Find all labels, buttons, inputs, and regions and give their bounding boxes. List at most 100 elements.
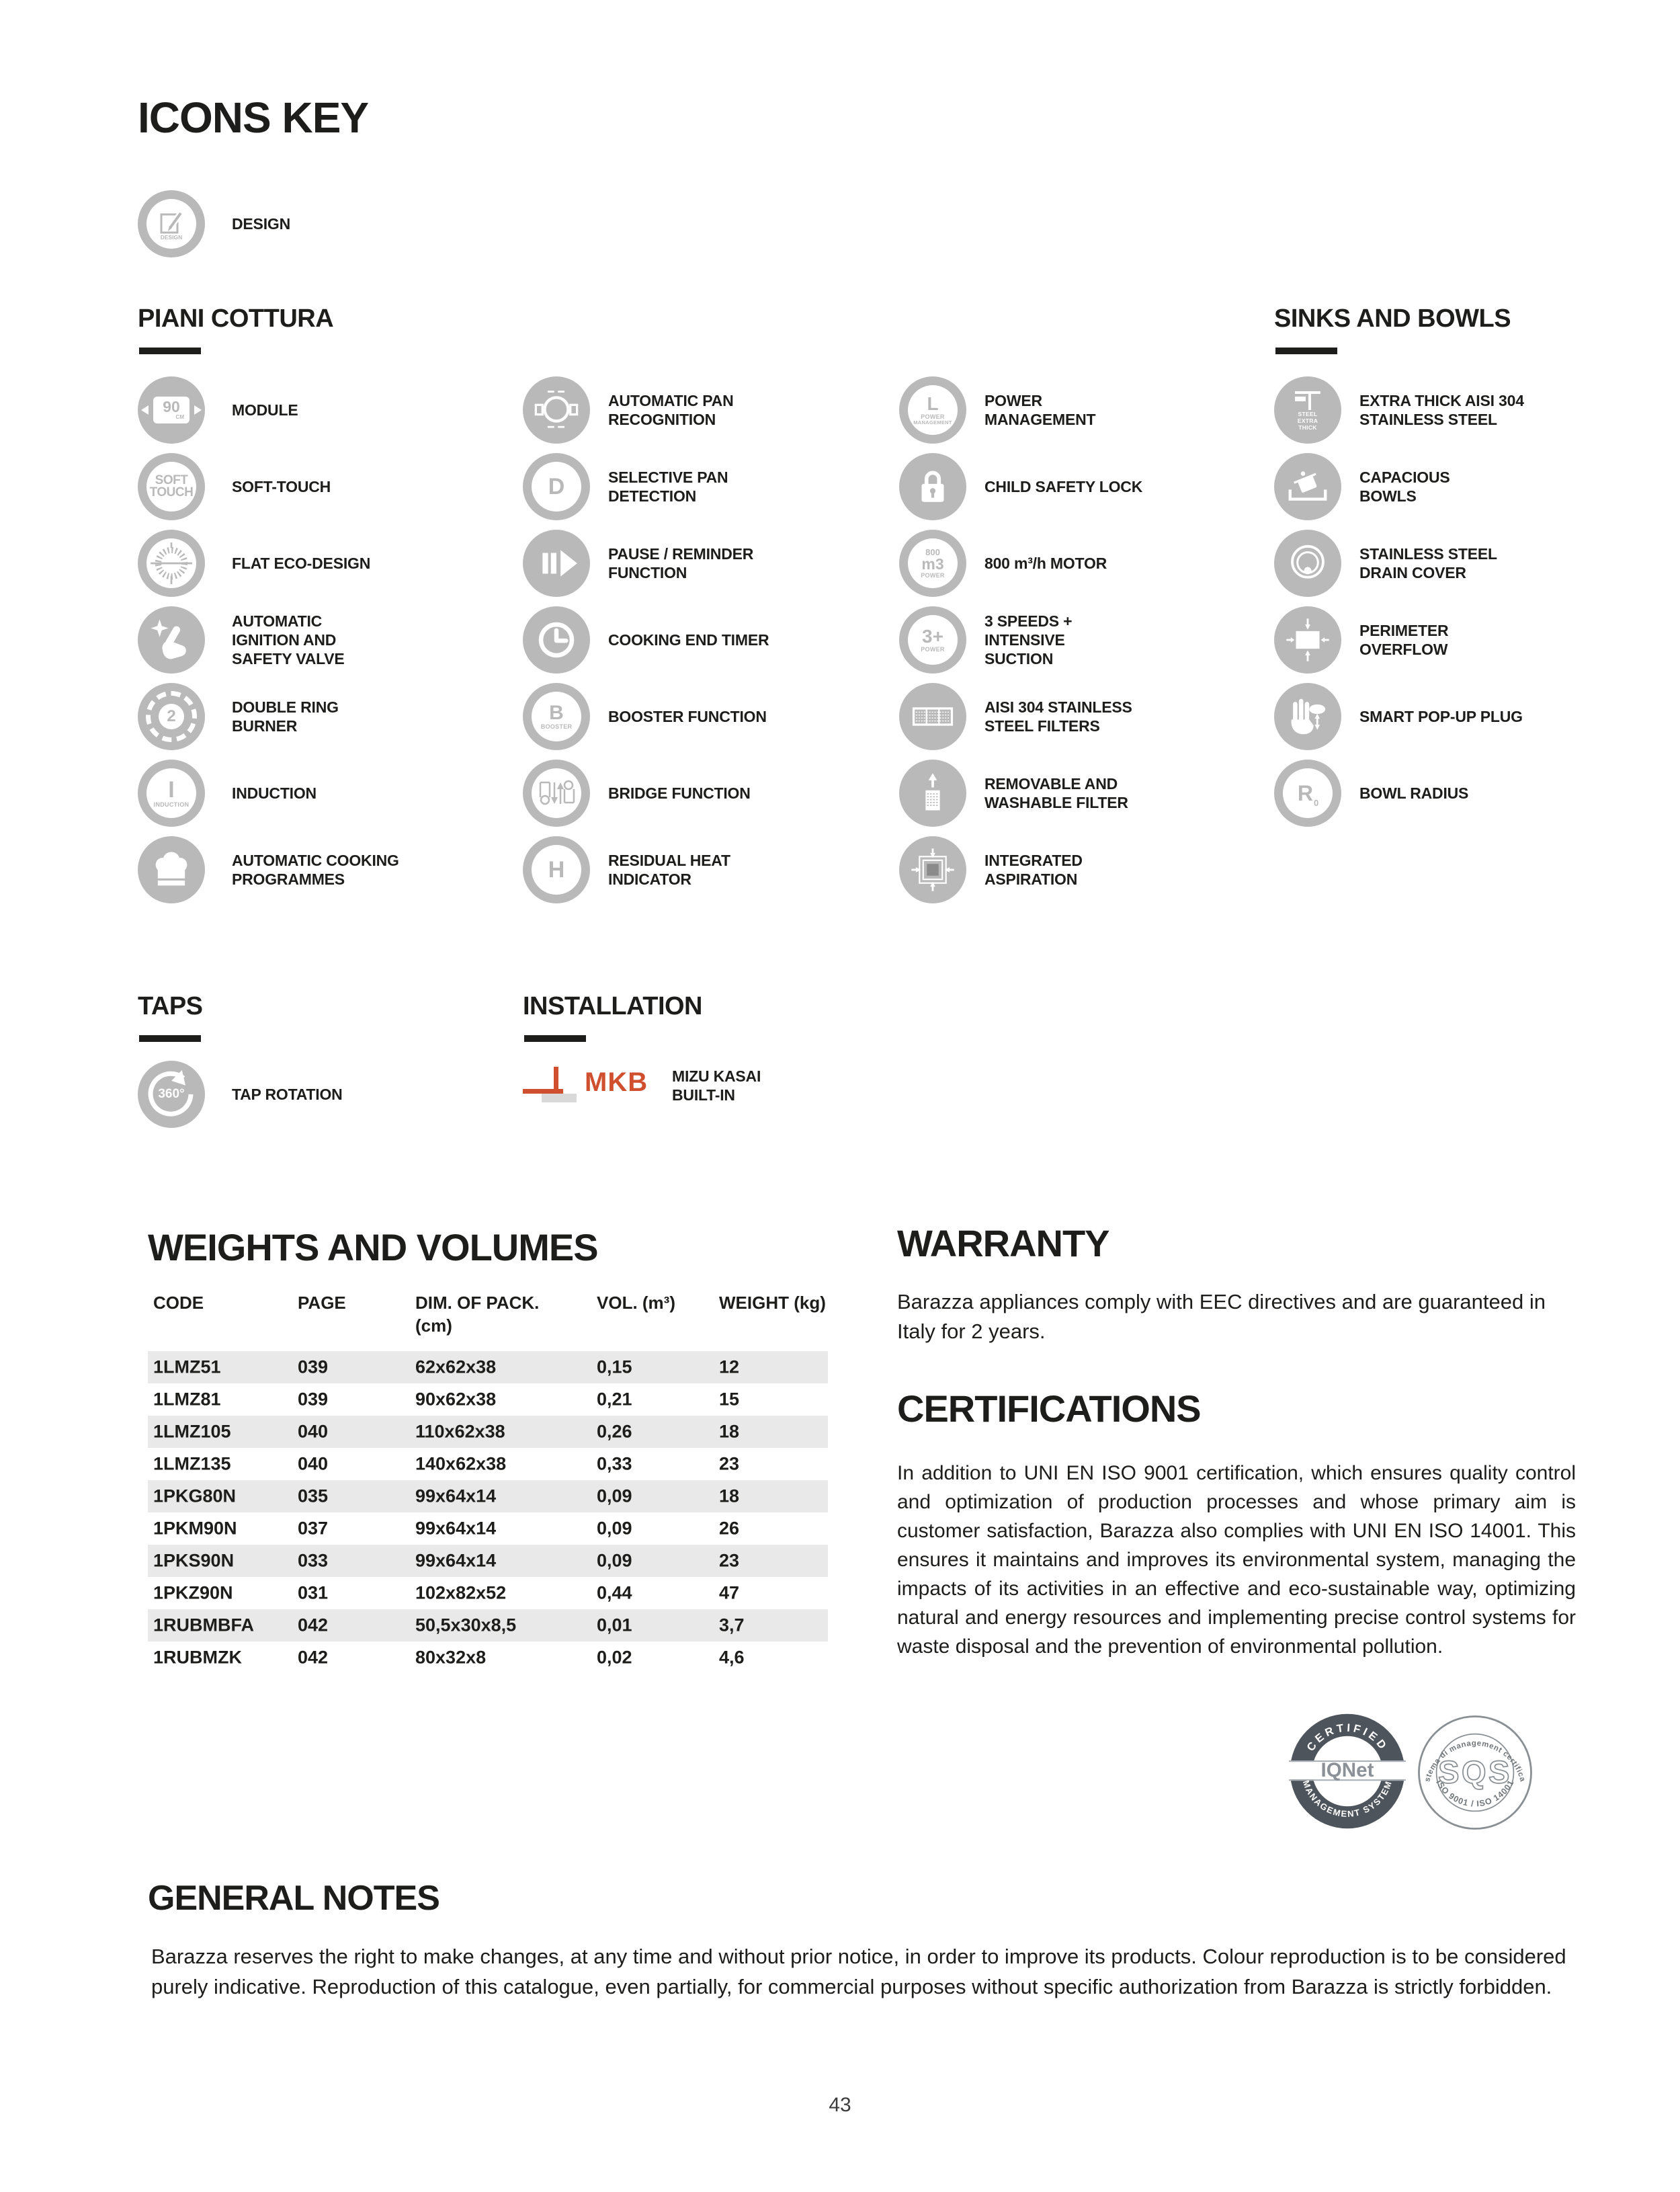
icon-label: BOWL RADIUS <box>1359 784 1469 802</box>
table-row: 1PKM90N 037 99x64x14 0,09 26 <box>153 1518 740 1539</box>
col-header-weight: WEIGHT (kg) <box>719 1293 826 1313</box>
filter-up-arrow-glyph <box>925 773 940 811</box>
table-row: 1RUBMZK 042 80x32x8 0,02 4,6 <box>153 1647 745 1668</box>
table-row: 1PKS90N 033 99x64x14 0,09 23 <box>148 1545 828 1577</box>
table-row: 1PKZ90N 031 102x82x52 0,44 47 <box>153 1582 740 1603</box>
residual-heat-icon: H <box>523 836 590 903</box>
icon-label: SMART POP-UP PLUG <box>1359 707 1523 725</box>
pause-reminder-icon <box>523 530 590 597</box>
general-notes-text: Barazza reserves the right to make chang… <box>151 1945 1566 1998</box>
general-notes-title: GENERAL NOTES <box>148 1879 440 1918</box>
table-row: 1LMZ135 040 140x62x38 0,33 23 <box>153 1453 740 1474</box>
table-row: 1LMZ81 039 90x62x38 0,21 15 <box>153 1389 740 1410</box>
icon-label: EXTRA THICK AISI 304 STAINLESS STEEL <box>1359 391 1524 428</box>
section-taps: TAPS <box>138 992 203 1020</box>
smart-popup-plug-icon <box>1274 683 1341 750</box>
hand-plug-glyph <box>1291 698 1326 735</box>
padlock-glyph <box>921 471 944 502</box>
pause-play-glyph <box>542 550 577 577</box>
icon-label: COOKING END TIMER <box>608 631 769 649</box>
iqnet-logo: CERTIFIED MANAGEMENT SYSTEM IQNet <box>1289 1711 1406 1832</box>
sqs-center-text: SQS <box>1438 1754 1512 1790</box>
svg-text:DESIGN: DESIGN <box>161 234 183 241</box>
perimeter-overflow-icon <box>1274 606 1341 674</box>
icon-label: SELECTIVE PAN DETECTION <box>608 468 728 505</box>
icon-label: AUTOMATIC PAN RECOGNITION <box>608 391 734 428</box>
extra-thick-steel-icon: STEEL EXTRA THICK <box>1274 376 1341 444</box>
icon-label: BRIDGE FUNCTION <box>608 784 751 802</box>
icon-label: AUTOMATIC IGNITION AND SAFETY VALVE <box>232 612 345 668</box>
weights-title: WEIGHTS AND VOLUMES <box>148 1226 599 1268</box>
pencil-paper-glyph: DESIGN <box>160 211 183 241</box>
warranty-title: WARRANTY <box>897 1222 1110 1264</box>
table-row: 1LMZ105 040 110x62x38 0,26 18 <box>148 1416 828 1448</box>
tap-rotation-icon: 360° <box>138 1061 205 1128</box>
page-number: 43 <box>829 2094 851 2116</box>
icon-label: BOOSTER FUNCTION <box>608 707 767 725</box>
icon-label: REMOVABLE AND WASHABLE FILTER <box>984 774 1128 811</box>
col-header-code: CODE <box>153 1293 204 1313</box>
icon-label: STAINLESS STEEL DRAIN COVER <box>1359 544 1497 581</box>
divider <box>524 1035 586 1042</box>
steel-filters-icon <box>899 683 966 750</box>
bridge-function-icon <box>523 760 590 827</box>
table-header: CODE PAGE DIM. OF PACK. (cm) VOL. (m³) W… <box>148 1292 828 1352</box>
capacious-bowls-icon <box>1274 453 1341 520</box>
col-header-page: PAGE <box>298 1293 346 1313</box>
sqs-logo: Sistema di management certificato ISO 90… <box>1414 1708 1534 1833</box>
pan-top-glyph <box>534 391 579 428</box>
module-icon: 90 CM <box>138 376 205 444</box>
divider <box>139 348 201 354</box>
icon-label: RESIDUAL HEAT INDICATOR <box>608 851 730 888</box>
icon-label: CAPACIOUS BOWLS <box>1359 468 1450 505</box>
icon-label: INDUCTION <box>232 784 317 802</box>
icon-label: FLAT ECO-DESIGN <box>232 554 371 572</box>
section-sinks-and-bowls: SINKS AND BOWLS <box>1274 305 1511 333</box>
icon-label: PAUSE / REMINDER FUNCTION <box>608 544 754 581</box>
soft-touch-icon: SOFT TOUCH <box>138 453 205 520</box>
motor-icon: 800 m3 POWER <box>899 530 966 597</box>
section-installation: INSTALLATION <box>523 992 703 1020</box>
nested-squares-glyph <box>911 848 954 891</box>
page-title: ICONS KEY <box>138 93 369 142</box>
pot-in-sink-glyph <box>1288 471 1327 501</box>
hand-spark-glyph <box>151 619 186 659</box>
pan-recognition-icon <box>523 376 590 444</box>
certifications-text: In addition to UNI EN ISO 9001 certifica… <box>897 1462 1576 1658</box>
table-row: 1LMZ51 039 62x62x38 0,15 12 <box>148 1351 828 1383</box>
cooking-end-timer-icon <box>523 606 590 674</box>
icon-label: AISI 304 STAINLESS STEEL FILTERS <box>984 698 1132 735</box>
clock-glyph <box>538 622 575 658</box>
booster-icon: B BOOSTER <box>523 683 590 750</box>
table-row: 1PKG80N 035 99x64x14 0,09 18 <box>148 1480 828 1512</box>
icon-label: 800 m³/h MOTOR <box>984 554 1107 572</box>
iqnet-center-text: IQNet <box>1321 1759 1374 1781</box>
icon-label: CHILD SAFETY LOCK <box>984 477 1143 495</box>
icon-label: MIZU KASAI BUILT-IN <box>672 1067 761 1104</box>
icon-label: INTEGRATED ASPIRATION <box>984 851 1083 888</box>
mkb-icon <box>523 1065 577 1102</box>
bowl-radius-icon: R0 <box>1274 760 1341 827</box>
certifications-title: CERTIFICATIONS <box>897 1387 1202 1430</box>
icon-label: TAP ROTATION <box>232 1085 343 1103</box>
overflow-arrows-glyph <box>1286 618 1329 661</box>
col-header-dim: DIM. OF PACK. <box>415 1293 540 1313</box>
flat-eco-design-icon <box>138 530 205 597</box>
divider <box>1275 348 1337 354</box>
icon-label: SOFT-TOUCH <box>232 477 331 495</box>
icon-label: DOUBLE RING BURNER <box>232 698 339 735</box>
washable-filter-icon <box>899 760 966 827</box>
drain-cover-icon <box>1274 530 1341 597</box>
selective-pan-detection-icon: D <box>523 453 590 520</box>
icon-label: PERIMETER OVERFLOW <box>1359 621 1449 658</box>
double-ring-burner-icon: 2 <box>138 683 205 750</box>
caliper-glyph <box>1295 391 1320 411</box>
automatic-ignition-icon <box>138 606 205 674</box>
design-icon: DESIGN <box>138 190 205 257</box>
child-safety-lock-icon <box>899 453 966 520</box>
mkb-abbr: MKB <box>585 1067 648 1097</box>
rotation-arrow-glyph <box>148 1069 194 1117</box>
induction-icon: I INDUCTION <box>138 760 205 827</box>
icon-label: 3 SPEEDS + INTENSIVE SUCTION <box>984 612 1073 668</box>
